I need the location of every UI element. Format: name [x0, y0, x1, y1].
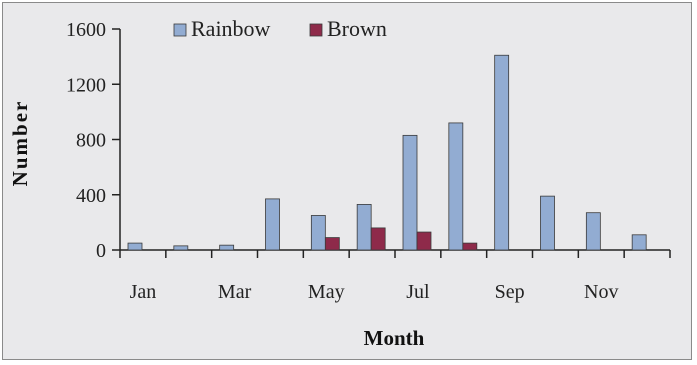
- x-tick-label: Sep: [495, 281, 525, 303]
- bar-brown-jun: [370, 227, 386, 251]
- bar-rainbow-jun: [356, 204, 372, 251]
- y-axis: 0 400 800 1200 1600: [66, 19, 121, 262]
- x-axis: Jan Mar May Jul Sep Nov: [119, 249, 671, 303]
- y-tick-label: 800: [76, 130, 106, 152]
- legend-label-brown: Brown: [327, 16, 387, 41]
- bar-rainbow-sep: [494, 54, 510, 251]
- chart-frame: [2, 2, 692, 360]
- x-tick-label: Mar: [218, 281, 252, 303]
- x-tick-label: Nov: [584, 281, 618, 303]
- x-tick-label: Jan: [130, 281, 157, 303]
- y-tick-label: 0: [96, 240, 106, 262]
- bar-rainbow-feb: [173, 245, 189, 251]
- legend-swatch-rainbow: [173, 23, 187, 37]
- legend-label-rainbow: Rainbow: [191, 16, 271, 41]
- x-tick-label: Jul: [406, 281, 430, 303]
- bar-rainbow-dec: [631, 234, 647, 251]
- bar-rainbow-nov: [585, 212, 601, 251]
- y-tick-label: 1600: [66, 19, 106, 41]
- bar-rainbow-jul: [402, 134, 418, 251]
- y-tick-label: 1200: [66, 74, 106, 96]
- bar-rainbow-oct: [540, 195, 555, 251]
- bar-rainbow-jan: [127, 242, 143, 251]
- bar-brown-may: [324, 237, 340, 251]
- bar-rainbow-apr: [265, 198, 280, 251]
- bar-brown-aug: [462, 242, 478, 251]
- bar-rainbow-may: [310, 215, 326, 251]
- legend: Rainbow Brown: [173, 16, 387, 41]
- x-tick-label: May: [308, 281, 345, 303]
- x-axis-title: Month: [364, 326, 425, 350]
- y-tick-label: 400: [76, 185, 106, 207]
- bars: [127, 54, 647, 251]
- y-axis-title: Number: [8, 100, 32, 187]
- legend-swatch-brown: [309, 23, 323, 37]
- bar-brown-jul: [416, 231, 432, 251]
- bar-rainbow-aug: [448, 122, 464, 251]
- bar-rainbow-mar: [219, 244, 235, 251]
